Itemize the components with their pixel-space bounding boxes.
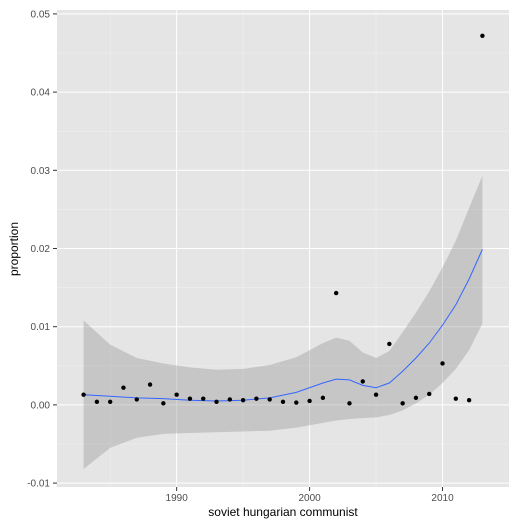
x-tick-label: 2000 <box>298 493 321 504</box>
data-point <box>333 290 339 296</box>
smooth-line-layer <box>83 249 483 402</box>
data-point <box>360 379 365 384</box>
data-point <box>280 399 286 404</box>
y-tick-label: 0.05 <box>31 9 51 20</box>
data-point <box>387 341 392 347</box>
data-point <box>307 398 312 404</box>
grid-major <box>57 10 509 487</box>
data-point <box>134 397 139 402</box>
data-point <box>267 397 272 402</box>
data-point <box>427 391 432 397</box>
data-point <box>466 398 472 403</box>
y-tick-label: -0.01 <box>27 479 50 490</box>
data-point <box>453 396 459 401</box>
data-point <box>214 399 219 404</box>
data-point <box>480 33 485 39</box>
data-point <box>440 361 445 366</box>
data-point <box>254 396 259 401</box>
y-tick-label: 0.03 <box>31 166 51 177</box>
y-tick-label: 0.01 <box>31 322 51 333</box>
data-point <box>227 397 233 402</box>
data-point <box>201 396 206 401</box>
data-point <box>121 385 126 390</box>
data-points-layer <box>81 33 485 406</box>
data-point <box>107 399 113 404</box>
data-point <box>94 399 100 404</box>
y-axis-title: proportion <box>7 222 21 276</box>
confidence-ribbon-layer <box>83 175 483 470</box>
data-point <box>240 398 246 403</box>
x-axis-title: soviet hungarian communist <box>208 505 358 519</box>
confidence-ribbon <box>83 175 483 470</box>
data-point <box>294 400 299 405</box>
data-point <box>174 392 179 397</box>
data-point <box>373 392 379 397</box>
data-point <box>400 401 405 406</box>
data-point <box>320 395 326 401</box>
smooth-line <box>83 249 483 402</box>
data-point <box>347 401 352 406</box>
y-tick-label: 0.04 <box>31 88 51 99</box>
data-point <box>187 396 193 401</box>
data-point <box>81 392 86 397</box>
x-tick-label: 2010 <box>431 493 454 504</box>
data-point <box>413 395 419 401</box>
y-tick-label: 0.00 <box>31 400 51 411</box>
x-tick-label: 1990 <box>166 493 189 504</box>
axis-ticks-layer: 1990 2000 2010 -0.01 0.00 0.01 0.02 0.03 0.04 0.0… <box>27 9 454 504</box>
data-point <box>147 382 153 387</box>
data-point <box>161 401 166 406</box>
y-tick-label: 0.02 <box>31 244 51 255</box>
